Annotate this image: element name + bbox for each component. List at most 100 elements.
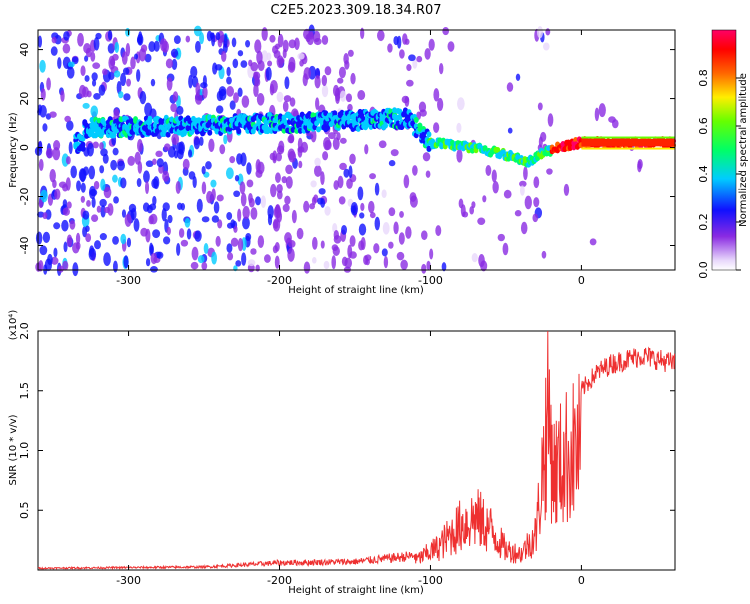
spectrogram-cell <box>90 105 99 118</box>
spectrogram-cell <box>197 255 205 264</box>
spectrogram-cell <box>67 61 75 68</box>
spectrogram-cell <box>182 158 190 171</box>
spectrogram-cell <box>110 159 118 171</box>
spectrogram-cell <box>80 182 86 193</box>
spectrogram-cell <box>42 123 48 132</box>
spectrogram-cell <box>206 30 213 42</box>
spectrogram-cell <box>433 88 440 102</box>
spectrogram-cell <box>378 140 387 149</box>
spectrogram-cell <box>442 26 450 36</box>
spectrogram-cell <box>506 82 514 92</box>
spectrogram-cell <box>84 55 89 62</box>
spectrogram-cell <box>313 194 319 203</box>
spectrogram-cell <box>269 34 276 43</box>
spectrogram-cell <box>283 95 292 103</box>
spectrogram-cell <box>51 36 57 44</box>
spectrogram-cell <box>208 138 215 152</box>
spectrogram-cell <box>381 189 387 199</box>
spectrogram-cell <box>491 169 497 183</box>
spectrogram-cell <box>520 221 528 235</box>
spectrogram-cell <box>282 100 289 113</box>
spectrogram-cell <box>257 235 265 248</box>
spectrogram-cell <box>125 43 131 57</box>
spectrogram-ridge-cell <box>80 145 86 152</box>
spectrogram-cell <box>217 219 223 229</box>
spectrogram-cell <box>438 62 444 75</box>
spectrogram-cell <box>324 66 332 76</box>
spectrogram-marks <box>34 24 676 277</box>
spectrogram-cell <box>337 77 344 84</box>
spectrogram-cell <box>297 137 303 151</box>
spectrogram-cell <box>303 261 311 274</box>
spectrogram-cell <box>341 224 348 235</box>
spectrogram-cell <box>202 86 208 99</box>
spectrogram-cell <box>136 178 142 188</box>
spectrogram-cell <box>149 242 154 256</box>
spectrogram-cell <box>100 178 106 191</box>
spectrogram-cell <box>332 137 340 150</box>
spectrogram-cell <box>85 233 92 243</box>
spectrogram-cell <box>507 127 513 134</box>
spectrogram-ridge-cell <box>417 122 423 129</box>
spectrogram-cell <box>242 216 250 230</box>
spectrogram-cell <box>107 29 113 41</box>
spectrogram-cell <box>543 42 550 51</box>
spectrogram-cell <box>145 258 151 267</box>
spectrogram-cell <box>374 216 381 231</box>
spectrogram-cell <box>225 167 234 180</box>
spectrogram-cell <box>232 58 239 69</box>
spectrogram-cell <box>441 262 447 272</box>
spectrogram-cell <box>39 104 47 118</box>
spectrogram-cell <box>312 236 318 250</box>
spectrogram-cell <box>219 88 227 101</box>
x-tick-label: -300 <box>116 274 141 287</box>
spectrogram-cell <box>42 212 48 220</box>
spectrogram-cell <box>160 38 168 52</box>
spectrogram-cell <box>134 53 139 60</box>
spectrogram-cell <box>273 219 279 229</box>
spectrogram-cell <box>309 203 316 210</box>
spectrogram-cell <box>102 68 108 76</box>
spectrogram-cell <box>343 53 349 65</box>
spectrogram-x-axis: -300 -200 -100 0 <box>116 30 585 287</box>
spectrogram-cell <box>199 32 205 45</box>
figure-title: C2E5.2023.309.18.34.R07 <box>270 3 441 18</box>
spectrogram-cell <box>350 72 356 85</box>
spectrogram-cell <box>245 39 251 48</box>
spectrogram-cell <box>261 50 269 63</box>
spectrogram-cell <box>294 37 300 50</box>
spectrogram-cell <box>90 51 96 62</box>
spectrogram-cell <box>95 32 102 40</box>
snr-x-axis: -300 -200 -100 0 <box>116 331 585 587</box>
spectrogram-cell <box>49 111 57 118</box>
spectrogram-cell <box>323 260 330 270</box>
spectrogram-cell <box>412 165 418 176</box>
snr-series-line <box>37 330 676 571</box>
spectrogram-cell <box>547 113 554 127</box>
spectrogram-ridge-cell <box>207 129 213 136</box>
spectrogram-cell <box>171 133 180 145</box>
spectrogram-cell <box>416 55 423 63</box>
spectrogram-ridge-cell <box>426 145 432 152</box>
spectrogram-cell <box>89 188 98 197</box>
spectrogram-cell <box>226 66 231 77</box>
spectrogram-cell <box>349 153 356 165</box>
spectrogram-cell <box>248 197 255 208</box>
spectrogram-cell <box>321 84 329 98</box>
spectrogram-cell <box>336 132 341 141</box>
spectrogram-cell <box>126 237 132 248</box>
spectrogram-cell <box>219 144 226 155</box>
spectrogram-cell <box>62 260 69 271</box>
spectrogram-cell <box>328 132 336 140</box>
spectrogram-cell <box>226 211 233 221</box>
spectrogram-cell <box>360 202 365 212</box>
spectrogram-cell <box>66 120 74 131</box>
spectrogram-cell <box>213 201 220 214</box>
spectrogram-cell <box>130 207 137 221</box>
y-tick-label: 2.0 <box>18 322 31 340</box>
spectrogram-cell <box>346 178 353 189</box>
spectrogram-cell <box>193 136 200 150</box>
spectrogram-cell <box>130 56 136 70</box>
spectrogram-cell <box>190 65 198 78</box>
